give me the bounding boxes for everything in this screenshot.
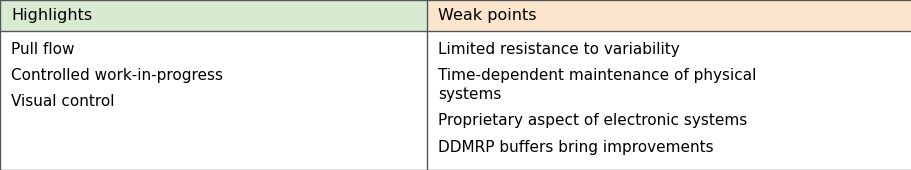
Bar — [426, 0, 911, 31]
Text: Weak points: Weak points — [437, 8, 536, 23]
Text: Highlights: Highlights — [11, 8, 92, 23]
Bar — [0, 0, 426, 31]
Text: Time-dependent maintenance of physical: Time-dependent maintenance of physical — [437, 68, 755, 83]
Text: DDMRP buffers bring improvements: DDMRP buffers bring improvements — [437, 140, 712, 155]
Text: Controlled work-in-progress: Controlled work-in-progress — [11, 68, 222, 83]
Text: systems: systems — [437, 87, 500, 102]
Text: Pull flow: Pull flow — [11, 42, 75, 57]
Text: Limited resistance to variability: Limited resistance to variability — [437, 42, 679, 57]
Text: Proprietary aspect of electronic systems: Proprietary aspect of electronic systems — [437, 113, 746, 128]
Bar — [426, 31, 911, 170]
Text: Visual control: Visual control — [11, 94, 114, 109]
Bar — [0, 31, 426, 170]
